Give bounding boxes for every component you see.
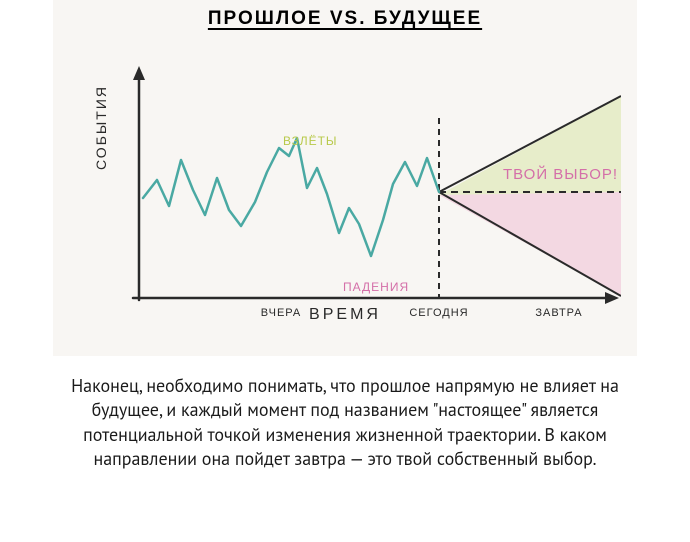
figure-title: ПРОШЛОЕ VS. БУДУЩЕЕ <box>53 8 637 30</box>
annotation-peaks: ВЗЛЁТЫ <box>283 134 338 148</box>
annotation-troughs: ПАДЕНИЯ <box>343 280 409 294</box>
caption-text: Наконец, необходимо понимать, что прошло… <box>53 374 637 471</box>
x-axis-label: ВРЕМЯ <box>53 306 637 324</box>
chart-svg: ВЧЕРА СЕГОДНЯ ЗАВТРА <box>121 60 621 340</box>
y-axis-label: СОБЫТИЯ <box>93 85 109 170</box>
y-arrow <box>133 66 145 80</box>
chart-area: ВЧЕРА СЕГОДНЯ ЗАВТРА ВЗЛЁТЫ ПАДЕНИЯ ТВОЙ… <box>121 60 621 320</box>
figure-container: ПРОШЛОЕ VS. БУДУЩЕЕ СОБЫТИЯ ВЧЕРА СЕГОДН… <box>53 0 637 356</box>
past-line <box>143 138 439 256</box>
annotation-choice: ТВОЙ ВЫБОР! <box>503 166 618 183</box>
